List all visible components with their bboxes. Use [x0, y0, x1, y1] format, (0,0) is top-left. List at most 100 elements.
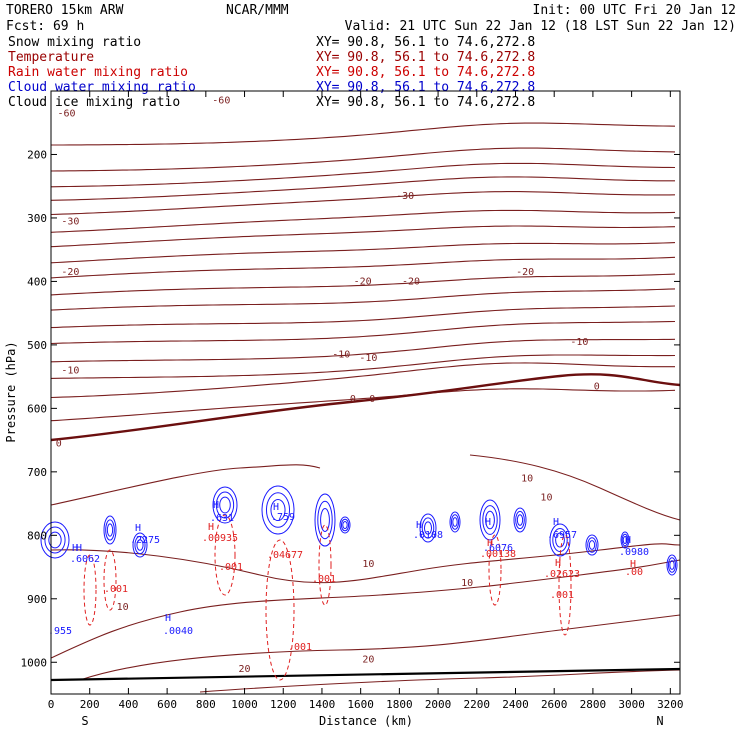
- isotherm-line: [50, 147, 676, 172]
- cloud-water-contour: [106, 523, 114, 537]
- zero-isotherm: [50, 373, 681, 442]
- axis-ticks: 0 200 400 600 800 1000 1200 1400 1600 1800 2000 220…: [21, 91, 684, 711]
- temperature-label: 20: [362, 654, 374, 665]
- y-tick-label: 800: [27, 529, 47, 542]
- isotherm-line: [50, 191, 676, 216]
- field-snow: Snow mixing ratio: [8, 35, 141, 50]
- field-temperature: Temperature: [8, 50, 94, 65]
- y-axis-label: Pressure (hPa): [4, 341, 18, 442]
- rain-contour: [318, 524, 332, 606]
- valid-time: Valid: 21 UTC Sun 22 Jan 12 (18 LST Sun …: [345, 19, 736, 34]
- isotherm-line: [50, 288, 676, 311]
- x-tick-label: 2800: [580, 698, 607, 711]
- rain-label: .04677: [267, 550, 303, 561]
- cloud-water-contour: [317, 500, 333, 540]
- y-tick-label: 1000: [21, 656, 48, 669]
- cloud-water-contour: [44, 526, 66, 554]
- cloud-water-contour: [219, 496, 231, 514]
- cloud-water-label: .0040: [163, 626, 193, 637]
- xs-coords-snow: XY= 90.8, 56.1 to 74.6,272.8: [316, 35, 535, 50]
- field-cloud-ice: Cloud ice mixing ratio: [8, 95, 180, 110]
- model-title: TORERO 15km ARW: [6, 3, 124, 18]
- north-label: N: [656, 714, 663, 728]
- cloud-water-contour: [215, 491, 235, 519]
- temperature-label: -10: [61, 365, 79, 376]
- isotherm-line: [50, 454, 681, 521]
- cloud-water-contour: [667, 557, 677, 573]
- x-tick-label: 2400: [502, 698, 529, 711]
- cloud-water-contour: [513, 507, 527, 533]
- max-marker: H: [76, 543, 82, 554]
- rain-contour: [265, 539, 295, 681]
- max-marker: H: [630, 559, 636, 570]
- max-marker: H: [213, 500, 219, 511]
- temperature-label: 10: [540, 492, 552, 503]
- max-marker: H: [208, 522, 214, 533]
- y-tick-label: 200: [27, 148, 47, 161]
- plot-area: -60 -60 -30 -30 -20 -20 -20 -20 -10 -10 -10 -10 0 0 0 0…: [40, 96, 681, 693]
- cloud-water-contour: [479, 499, 501, 541]
- isotherm-line: [50, 242, 676, 264]
- temperature-label: -30: [396, 191, 414, 202]
- x-tick-label: 1400: [309, 698, 336, 711]
- y-tick-label: 300: [27, 212, 47, 225]
- rain-label: .001: [104, 584, 128, 595]
- cloud-water-contour: [585, 534, 599, 556]
- cloud-water-label: .955: [48, 626, 72, 637]
- max-marker: H: [553, 517, 559, 528]
- rain-label: .001: [288, 642, 312, 653]
- max-marker: H: [72, 543, 78, 554]
- org-label: NCAR/MMM: [226, 3, 289, 18]
- cloud-water-label: .0980: [619, 547, 649, 558]
- cloud-water-label: .6957: [547, 530, 577, 541]
- cloud-water-contour: [587, 537, 597, 553]
- cloud-water-contour: [620, 531, 630, 549]
- isotherm-line: [50, 388, 676, 422]
- cloud-water-label: .631: [210, 513, 234, 524]
- xs-coords-cloud-water: XY= 90.8, 56.1 to 74.6,272.8: [316, 80, 535, 95]
- x-tick-label: 1000: [231, 698, 258, 711]
- cloud-water-contour: [40, 521, 70, 559]
- rain-label: .00: [625, 567, 643, 578]
- temperature-label: 10: [362, 559, 374, 570]
- x-tick-label: 2200: [464, 698, 491, 711]
- xs-coords-cloud-ice: XY= 90.8, 56.1 to 74.6,272.8: [316, 95, 535, 110]
- temperature-label: -60: [212, 96, 230, 107]
- rain-label: .001: [219, 562, 243, 573]
- y-tick-label: 900: [27, 593, 47, 606]
- rain-label: .00138: [480, 549, 516, 560]
- isotherm-line: [79, 614, 681, 681]
- cloud-water-contour: [314, 493, 336, 547]
- field-rain: Rain water mixing ratio: [8, 65, 188, 80]
- cloud-water-label: .0108: [413, 530, 443, 541]
- x-tick-label: 600: [157, 698, 177, 711]
- max-marker: H: [487, 538, 493, 549]
- cloud-water-contour: [48, 531, 62, 549]
- isotherm-line: [50, 162, 676, 188]
- rain-label: .001: [312, 574, 336, 585]
- cloud-water-contour: [450, 514, 460, 530]
- cloud-water-contour: [419, 513, 437, 543]
- isotherm-line: [50, 305, 676, 329]
- temperature-label: 10: [521, 473, 533, 484]
- max-marker: H: [485, 517, 491, 528]
- isotherm-line: [51, 122, 676, 146]
- temperature-label: -20: [354, 277, 372, 288]
- forecast-hour: Fcst: 69 h: [6, 19, 84, 34]
- x-axis-label: Distance (km): [319, 714, 413, 728]
- cloud-water-contour: [105, 519, 115, 541]
- x-tick-label: 1600: [347, 698, 374, 711]
- temperature-label: -20: [516, 267, 534, 278]
- x-tick-label: 0: [48, 698, 55, 711]
- cloud-water-contour: [265, 492, 291, 528]
- cloud-water-contour: [516, 514, 524, 526]
- max-marker: H: [273, 502, 279, 513]
- y-tick-label: 700: [27, 466, 47, 479]
- cloud-water-label: .759: [271, 512, 295, 523]
- temperature-label: -20: [61, 267, 79, 278]
- cloud-water-contour: [132, 532, 148, 558]
- max-marker: H: [165, 613, 171, 624]
- cloud-water-label: .6076: [483, 543, 513, 554]
- cloud-water-contour: [482, 505, 498, 535]
- isotherm-line: [50, 225, 676, 248]
